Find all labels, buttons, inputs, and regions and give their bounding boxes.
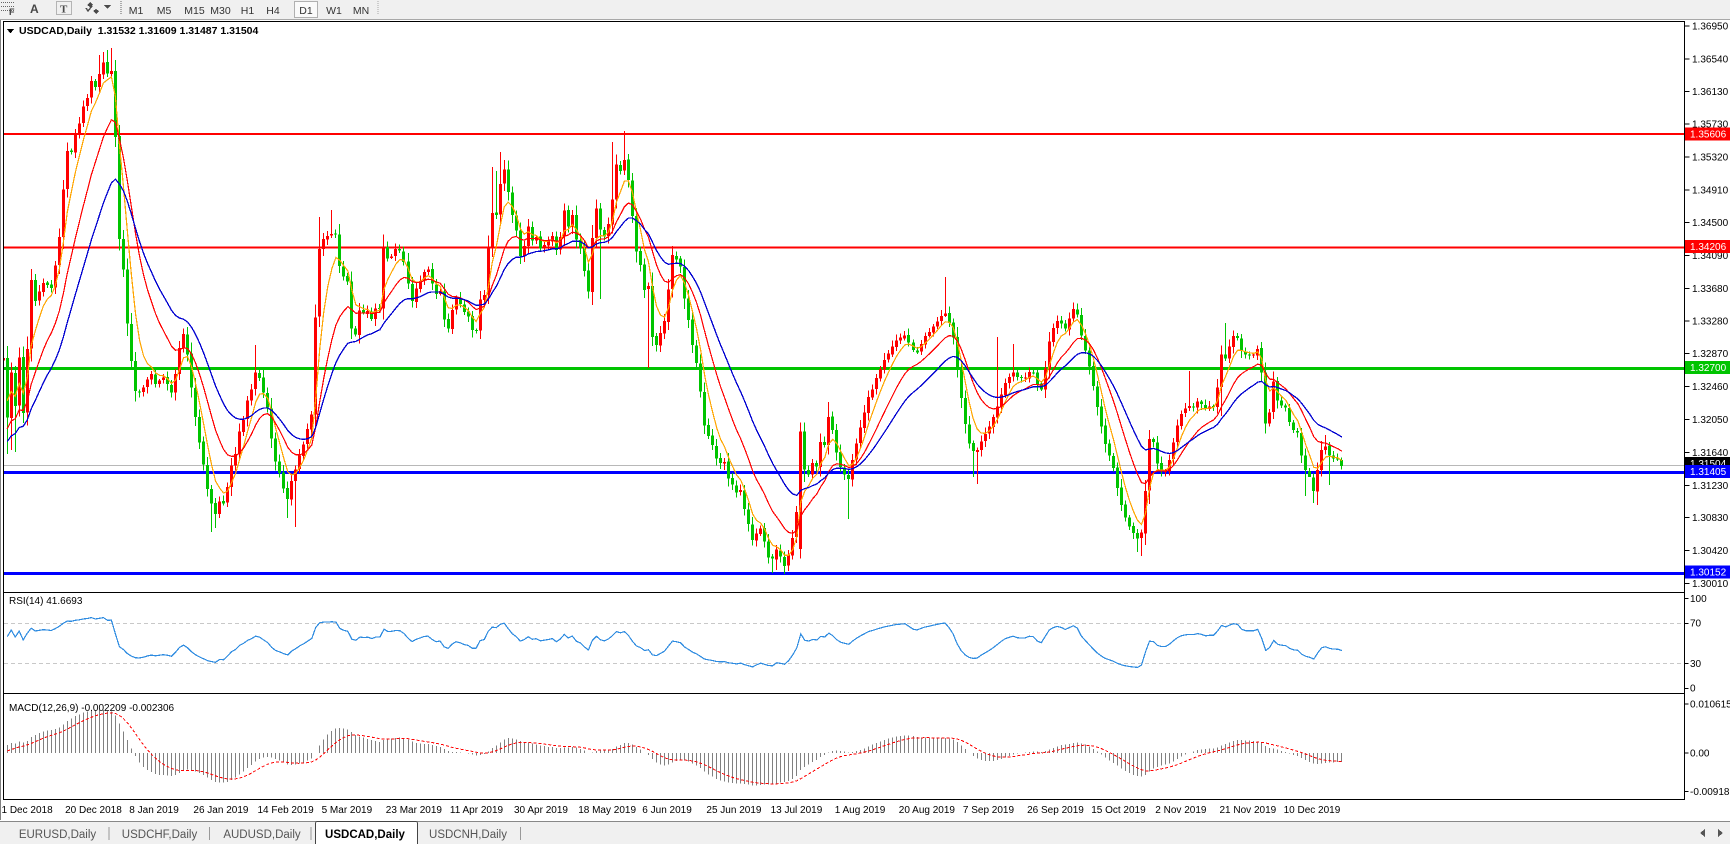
svg-text:T: T [60,4,68,16]
svg-text:26 Sep 2019: 26 Sep 2019 [1027,805,1084,816]
svg-text:1.36950: 1.36950 [1692,21,1729,32]
svg-text:100: 100 [1690,594,1707,605]
svg-text:8 Jan 2019: 8 Jan 2019 [129,805,179,816]
svg-text:1.31405: 1.31405 [1690,467,1727,478]
svg-text:1.35320: 1.35320 [1692,152,1729,163]
svg-text:M5: M5 [157,5,172,17]
svg-text:18 May 2019: 18 May 2019 [578,805,636,816]
svg-text:W1: W1 [326,5,342,17]
svg-text:F: F [9,7,15,17]
svg-text:1.34910: 1.34910 [1692,185,1729,196]
svg-text:30 Apr 2019: 30 Apr 2019 [514,805,568,816]
svg-text:11 Apr 2019: 11 Apr 2019 [450,805,504,816]
svg-text:1.30010: 1.30010 [1692,579,1729,590]
svg-text:26 Jan 2019: 26 Jan 2019 [193,805,248,816]
svg-text:13 Jul 2019: 13 Jul 2019 [771,805,823,816]
svg-text:USDCNH,Daily: USDCNH,Daily [429,829,507,841]
svg-text:RSI(14) 41.6693: RSI(14) 41.6693 [9,596,83,607]
svg-text:7 Sep 2019: 7 Sep 2019 [963,805,1015,816]
svg-text:1.36130: 1.36130 [1692,87,1729,98]
svg-text:1.30420: 1.30420 [1692,546,1729,557]
svg-text:21 Nov 2019: 21 Nov 2019 [1220,805,1277,816]
svg-text:1.30152: 1.30152 [1690,568,1727,579]
svg-text:1.31230: 1.31230 [1692,481,1729,492]
svg-text:1.32460: 1.32460 [1692,382,1729,393]
svg-text:15 Oct 2019: 15 Oct 2019 [1091,805,1146,816]
svg-text:-0.009181: -0.009181 [1690,787,1730,798]
svg-text:6 Jun 2019: 6 Jun 2019 [642,805,692,816]
svg-text:M30: M30 [210,5,231,17]
svg-text:70: 70 [1690,619,1702,630]
svg-text:1.34206: 1.34206 [1690,242,1727,253]
svg-text:1.32870: 1.32870 [1692,349,1729,360]
svg-text:10 Dec 2019: 10 Dec 2019 [1284,805,1341,816]
svg-text:M15: M15 [184,5,205,17]
svg-text:1 Dec 2018: 1 Dec 2018 [2,805,54,816]
svg-text:1.34500: 1.34500 [1692,218,1729,229]
svg-text:USDCHF,Daily: USDCHF,Daily [122,829,198,841]
svg-text:MACD(12,26,9) -0.002209 -0.002: MACD(12,26,9) -0.002209 -0.002306 [9,703,175,714]
svg-text:1.32700: 1.32700 [1690,363,1727,374]
svg-text:14 Feb 2019: 14 Feb 2019 [258,805,315,816]
svg-text:A: A [30,2,39,16]
svg-text:1.30830: 1.30830 [1692,513,1729,524]
svg-text:MN: MN [353,5,369,17]
svg-text:1.35730: 1.35730 [1692,119,1729,130]
svg-text:1.34090: 1.34090 [1692,251,1729,262]
svg-text:0.00: 0.00 [1690,749,1710,760]
svg-text:5 Mar 2019: 5 Mar 2019 [322,805,373,816]
svg-text:23 Mar 2019: 23 Mar 2019 [386,805,443,816]
svg-text:H4: H4 [266,5,280,17]
svg-text:D1: D1 [299,5,313,17]
svg-text:0: 0 [1690,684,1696,695]
svg-text:1.32050: 1.32050 [1692,415,1729,426]
svg-text:H1: H1 [241,5,255,17]
svg-text:1.31640: 1.31640 [1692,448,1729,459]
svg-text:USDCAD,Daily: USDCAD,Daily [325,829,405,841]
svg-text:M1: M1 [129,5,144,17]
svg-text:2 Nov 2019: 2 Nov 2019 [1155,805,1207,816]
svg-text:1.33280: 1.33280 [1692,316,1729,327]
svg-text:1 Aug 2019: 1 Aug 2019 [835,805,886,816]
svg-text:1.31504: 1.31504 [1690,459,1727,470]
svg-text:USDCAD,Daily 1.31532 1.31609: USDCAD,Daily 1.31532 1.31609 1.31487 1.3… [19,25,258,37]
svg-text:1.36540: 1.36540 [1692,54,1729,65]
svg-text:1.35606: 1.35606 [1690,129,1727,140]
svg-text:20 Dec 2018: 20 Dec 2018 [65,805,122,816]
svg-text:25 Jun 2019: 25 Jun 2019 [706,805,761,816]
svg-text:1.33680: 1.33680 [1692,284,1729,295]
svg-text:30: 30 [1690,659,1702,670]
svg-text:20 Aug 2019: 20 Aug 2019 [899,805,956,816]
svg-text:AUDUSD,Daily: AUDUSD,Daily [223,829,301,841]
svg-text:0.010615: 0.010615 [1690,700,1730,711]
svg-text:EURUSD,Daily: EURUSD,Daily [19,829,97,841]
